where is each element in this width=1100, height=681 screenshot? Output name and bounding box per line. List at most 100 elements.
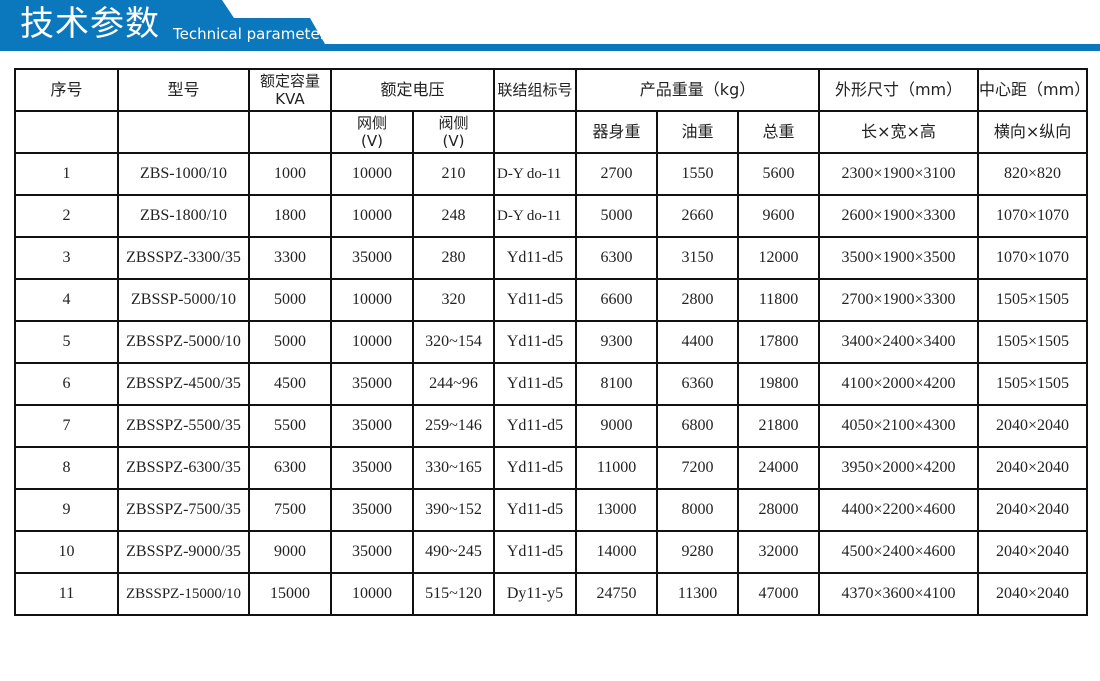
cell-conn: Yd11-d5 — [493, 320, 578, 364]
section-subtitle: Technical parameter — [173, 25, 326, 43]
cell-center: 1505×1505 — [977, 320, 1089, 364]
cell-model: ZBSSPZ-6300/35 — [117, 446, 250, 490]
header-capacity-unit: KVA — [275, 90, 305, 108]
header-oil-weight: 油重 — [656, 110, 740, 154]
cell-total: 24000 — [737, 446, 821, 490]
cell-total: 5600 — [737, 152, 821, 196]
cell-grid: 35000 — [330, 530, 414, 574]
cell-center: 2040×2040 — [977, 572, 1089, 616]
table-row: 9 ZBSSPZ-7500/35 7500 35000 390~152 Yd11-d5 13… — [14, 488, 1089, 532]
grid-side-label: 网侧 — [356, 114, 387, 132]
header-voltage: 额定电压 — [329, 68, 496, 112]
grid-side-unit: (V) — [361, 132, 383, 150]
table-row: 11 ZBSSPZ-15000/10 15000 10000 515~120 Dy11-y… — [14, 572, 1089, 616]
cell-oil: 4400 — [656, 320, 740, 364]
cell-conn: D-Y do-11 — [493, 152, 578, 196]
cell-valve: 244~96 — [411, 362, 496, 406]
cell-dim: 4050×2100×4300 — [818, 404, 980, 448]
cell-total: 9600 — [737, 194, 821, 238]
cell-cap: 5500 — [248, 404, 332, 448]
header-row-1: 序号 型号 额定容量 KVA 额定电压 联结组标号 产品重量（kg） 外形尺寸（m… — [14, 68, 1089, 112]
cell-valve: 280 — [411, 236, 496, 280]
cell-valve: 490~245 — [411, 530, 496, 574]
cell-seq: 8 — [14, 446, 119, 490]
cell-grid: 35000 — [330, 446, 414, 490]
cell-grid: 10000 — [330, 152, 414, 196]
header-grid-side: 网侧 (V) — [330, 110, 414, 154]
cell-center: 1070×1070 — [977, 194, 1089, 238]
cell-total: 11800 — [737, 278, 821, 322]
table-row: 3 ZBSSPZ-3300/35 3300 35000 280 Yd11-d5 6300 31… — [14, 236, 1089, 280]
header-seq: 序号 — [14, 68, 119, 112]
table-row: 2 ZBS-1800/10 1800 10000 248 D-Y do-11 5000 266… — [14, 194, 1089, 238]
cell-cap: 9000 — [248, 530, 332, 574]
valve-side-label: 阀侧 — [438, 114, 469, 132]
cell-body: 13000 — [575, 488, 659, 532]
cell-dim: 3950×2000×4200 — [818, 446, 980, 490]
cell-valve: 259~146 — [411, 404, 496, 448]
cell-valve: 320 — [411, 278, 496, 322]
header-valve-side: 阀侧 (V) — [411, 110, 496, 154]
cell-total: 12000 — [737, 236, 821, 280]
cell-center: 2040×2040 — [977, 488, 1089, 532]
cell-seq: 2 — [14, 194, 119, 238]
cell-cap: 15000 — [248, 572, 332, 616]
cell-conn: Yd11-d5 — [493, 278, 578, 322]
cell-total: 17800 — [737, 320, 821, 364]
banner-shape — [0, 0, 1100, 51]
cell-center: 2040×2040 — [977, 530, 1089, 574]
cell-model: ZBS-1800/10 — [117, 194, 250, 238]
cell-total: 21800 — [737, 404, 821, 448]
cell-body: 11000 — [575, 446, 659, 490]
cell-grid: 10000 — [330, 572, 414, 616]
table-row: 10 ZBSSPZ-9000/35 9000 35000 490~245 Yd11-d5 1… — [14, 530, 1089, 574]
header-total-weight: 总重 — [737, 110, 821, 154]
cell-seq: 6 — [14, 362, 119, 406]
cell-seq: 10 — [14, 530, 119, 574]
cell-body: 9300 — [575, 320, 659, 364]
header-dimensions: 外形尺寸（mm） — [818, 68, 980, 112]
cell-conn: Yd11-d5 — [493, 362, 578, 406]
table-row: 6 ZBSSPZ-4500/35 4500 35000 244~96 Yd11-d5 810… — [14, 362, 1089, 406]
cell-body: 5000 — [575, 194, 659, 238]
cell-seq: 9 — [14, 488, 119, 532]
cell-model: ZBSSPZ-9000/35 — [117, 530, 250, 574]
cell-center: 2040×2040 — [977, 446, 1089, 490]
cell-cap: 5000 — [248, 278, 332, 322]
cell-model: ZBSSPZ-15000/10 — [117, 572, 250, 616]
cell-seq: 1 — [14, 152, 119, 196]
cell-oil: 9280 — [656, 530, 740, 574]
header-row-2: 网侧 (V) 阀侧 (V) 器身重 油重 总重 长×宽×高 横向×纵向 — [14, 110, 1089, 154]
cell-valve: 330~165 — [411, 446, 496, 490]
cell-seq: 11 — [14, 572, 119, 616]
cell-seq: 3 — [14, 236, 119, 280]
cell-oil: 2660 — [656, 194, 740, 238]
cell-grid: 10000 — [330, 278, 414, 322]
header-capacity-label: 额定容量 — [259, 72, 320, 90]
cell-oil: 3150 — [656, 236, 740, 280]
section-title: 技术参数 — [20, 4, 160, 44]
header-model: 型号 — [117, 68, 250, 112]
cell-conn: Yd11-d5 — [493, 236, 578, 280]
cell-oil: 6800 — [656, 404, 740, 448]
section-banner: 技术参数 Technical parameter — [0, 0, 1100, 52]
cell-grid: 10000 — [330, 320, 414, 364]
cell-body: 2700 — [575, 152, 659, 196]
cell-seq: 5 — [14, 320, 119, 364]
cell-conn: Yd11-d5 — [493, 404, 578, 448]
table-row: 7 ZBSSPZ-5500/35 5500 35000 259~146 Yd11-d5 90… — [14, 404, 1089, 448]
cell-model: ZBSSPZ-5000/10 — [117, 320, 250, 364]
cell-cap: 6300 — [248, 446, 332, 490]
cell-dim: 4500×2400×4600 — [818, 530, 980, 574]
parameter-table: 序号 型号 额定容量 KVA 额定电压 联结组标号 产品重量（kg） 外形尺寸（m… — [14, 68, 1089, 616]
header-weight: 产品重量（kg） — [575, 68, 821, 112]
header-capacity: 额定容量 KVA — [248, 68, 332, 112]
cell-body: 6600 — [575, 278, 659, 322]
cell-valve: 515~120 — [411, 572, 496, 616]
header-connection: 联结组标号 — [493, 68, 578, 112]
cell-dim: 2700×1900×3300 — [818, 278, 980, 322]
cell-oil: 8000 — [656, 488, 740, 532]
cell-center: 1505×1505 — [977, 362, 1089, 406]
cell-dim: 3400×2400×3400 — [818, 320, 980, 364]
cell-cap: 1000 — [248, 152, 332, 196]
